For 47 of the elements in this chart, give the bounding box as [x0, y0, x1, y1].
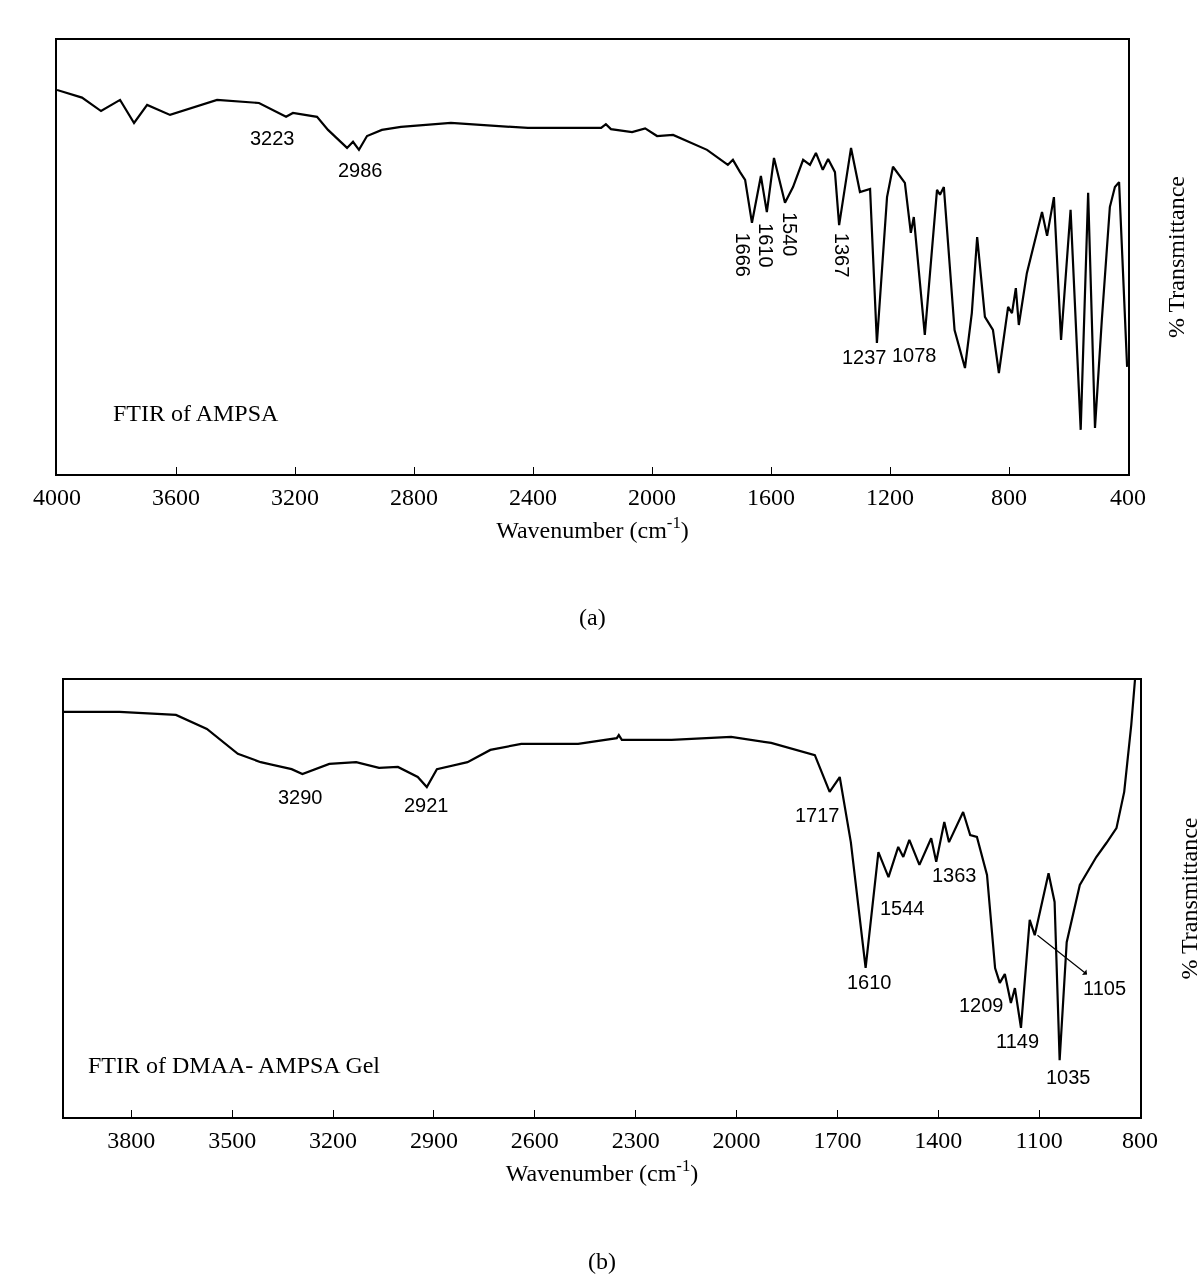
x-tick-label: 1600 [747, 483, 795, 510]
text: (a) [579, 604, 606, 630]
annotation: 1209 [959, 994, 1004, 1016]
annotation: FTIR of DMAA- AMPSA Gel [88, 1052, 381, 1078]
y-axis-title: % Transmittance [1175, 817, 1200, 980]
x-tick-label: 2900 [409, 1126, 458, 1153]
x-axis-title: Wavenumber (cm$^{-1}$) [496, 512, 689, 543]
annotation: 2986 [338, 159, 383, 181]
annotation: 1105 [1083, 977, 1127, 999]
annotation: FTIR of AMPSA [113, 400, 280, 426]
annotation: 1610 [847, 971, 892, 993]
annotation: 1610 [755, 223, 778, 268]
x-tick-label: 1400 [914, 1126, 963, 1153]
x-tick-label: 3200 [271, 483, 319, 510]
annotation: 1540 [778, 212, 801, 257]
annotation: 1544 [880, 897, 925, 919]
x-tick-label: 800 [1122, 1126, 1158, 1153]
x-tick-label: 2600 [510, 1126, 559, 1153]
annotation: 1237 [842, 346, 887, 368]
annotation: 1367 [831, 232, 854, 278]
x-tick-label: 4000 [33, 483, 81, 510]
y-axis-title: % Transmittance [1163, 176, 1189, 338]
x-tick-label: 2000 [712, 1126, 761, 1153]
x-tick-label: 2000 [628, 483, 676, 510]
x-tick-label: 2400 [509, 483, 557, 510]
annotation: 1717 [795, 804, 840, 826]
annotation: 1149 [996, 1030, 1040, 1052]
annotation: 1666 [732, 232, 755, 277]
text: (b) [588, 1248, 616, 1274]
annotation: 3290 [278, 786, 323, 808]
x-tick-label: 3600 [152, 483, 200, 510]
annotation: 2921 [404, 794, 449, 816]
x-tick-label: 3800 [107, 1126, 156, 1153]
x-tick-label: 2800 [390, 483, 438, 510]
x-tick-label: 800 [991, 483, 1027, 510]
annotation: 3223 [250, 127, 295, 149]
annotation: 1078 [892, 344, 937, 366]
x-tick-label: 1700 [813, 1126, 862, 1153]
annotation: 1363 [932, 864, 977, 886]
x-axis-title: Wavenumber (cm$^{-1}$) [505, 1155, 699, 1186]
x-tick-label: 400 [1110, 483, 1146, 510]
annotation: 1035 [1046, 1066, 1091, 1088]
x-tick-label: 3200 [309, 1126, 357, 1153]
x-tick-label: 1200 [866, 483, 914, 510]
x-tick-label: 1100 [1015, 1126, 1063, 1153]
x-tick-label: 2300 [611, 1126, 660, 1153]
x-tick-label: 3500 [208, 1126, 257, 1153]
